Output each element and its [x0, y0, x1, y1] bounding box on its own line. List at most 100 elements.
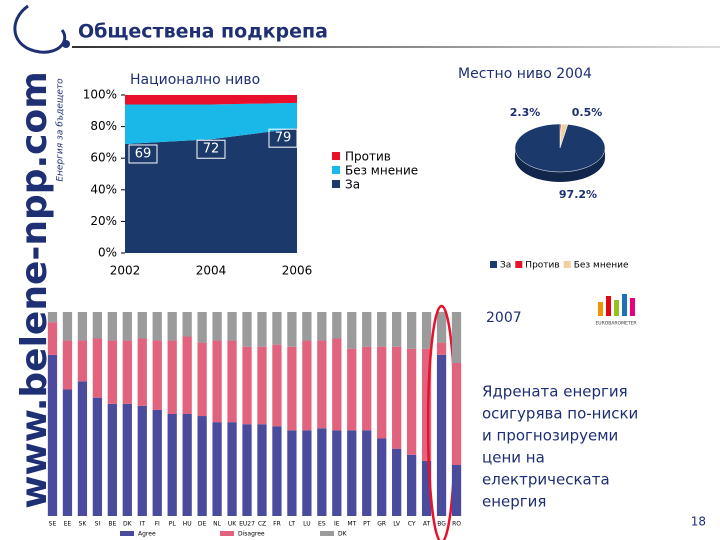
bar-segment: [332, 430, 342, 516]
bar-segment: [182, 312, 192, 337]
legend-label: За: [500, 261, 511, 271]
legend-swatch: [332, 152, 340, 160]
bar-segment: [92, 338, 103, 398]
statement-line: енергия: [482, 493, 546, 511]
legend-swatch: [332, 166, 340, 174]
x-tick-label: HU: [183, 521, 192, 528]
bar-segment: [362, 312, 372, 347]
bar-segment: [451, 465, 462, 516]
tagline: Енергия за бъдещето: [56, 78, 66, 182]
legend-label: Против: [345, 150, 391, 164]
x-tick-label: BE: [108, 521, 116, 528]
bar-segment: [152, 312, 162, 341]
bar-segment: [107, 312, 117, 341]
bar-segment: [287, 430, 297, 516]
bar-segment: [77, 381, 88, 516]
bar-segment: [406, 454, 417, 516]
legend-swatch: [563, 261, 571, 268]
bar-segment: [317, 312, 327, 341]
area-band: [125, 102, 297, 144]
bar-segment: [272, 344, 282, 427]
bar-segment: [137, 405, 147, 516]
statement-line: осигурява по-ниски: [482, 405, 638, 423]
chart-title: Национално ниво: [130, 72, 260, 88]
x-tick-label: GR: [377, 521, 386, 528]
bar-segment: [257, 424, 267, 516]
statement-line: и прогнозируеми: [482, 427, 618, 445]
x-tick-label: LV: [393, 521, 401, 528]
eurobarometer-logo: EUROBAROMETER: [595, 294, 637, 327]
x-tick-label: IE: [334, 521, 340, 528]
x-tick-label: SI: [95, 521, 101, 528]
statement-line: цени на: [482, 449, 545, 467]
legend-swatch: [515, 261, 523, 268]
y-tick-label: 20%: [90, 214, 117, 228]
x-tick-label: DK: [123, 521, 133, 528]
chart-title: Местно ниво 2004: [458, 66, 592, 82]
legend-swatch: [332, 180, 340, 188]
slide-title: Обществена подкрепа: [78, 21, 328, 43]
x-tick-label: EU27: [239, 521, 255, 528]
bar-segment: [406, 348, 417, 455]
bar-segment: [197, 342, 207, 417]
x-tick-label: SE: [49, 521, 57, 528]
x-tick-label: PL: [169, 521, 177, 528]
bar-segment: [227, 312, 237, 341]
logo-dot: [62, 40, 70, 48]
bar-segment: [137, 312, 147, 339]
bar-segment: [421, 312, 432, 349]
legend-label: Против: [525, 261, 559, 271]
bar-segment: [92, 397, 103, 516]
x-tick-label: RO: [452, 521, 461, 528]
bar-segment: [451, 363, 462, 465]
statement-line: Ядрената енергия: [482, 383, 628, 401]
bar-segment: [272, 312, 282, 345]
x-tick-label: BG: [437, 521, 446, 528]
y-tick-label: 60%: [90, 151, 117, 165]
slice-label: 2.3%: [510, 106, 541, 119]
bar-segment: [436, 342, 447, 355]
data-label: 69: [135, 146, 152, 161]
x-tick-label: IT: [140, 521, 146, 528]
x-tick-label: DE: [198, 521, 207, 528]
x-tick-label: CZ: [258, 521, 266, 528]
bar-segment: [47, 322, 58, 355]
bar-segment: [62, 389, 73, 516]
x-tick-label: ES: [318, 521, 326, 528]
bar-segment: [392, 312, 402, 347]
bar-segment: [347, 348, 357, 431]
bar-segment: [242, 424, 252, 516]
pie-slice: [514, 123, 606, 173]
bar-segment: [392, 448, 402, 516]
legend-label: За: [345, 178, 360, 192]
bar-segment: [122, 312, 132, 341]
bar-segment: [107, 403, 117, 516]
bar-segment: [421, 460, 432, 516]
legend-swatch: [120, 531, 134, 536]
bar-segment: [167, 312, 177, 341]
x-tick-label: UK: [228, 521, 237, 528]
bar-segment: [62, 340, 73, 390]
bar-segment: [212, 340, 222, 423]
bar-segment: [77, 312, 88, 341]
legend-label: Без мнение: [574, 261, 629, 271]
bar-segment: [302, 340, 312, 431]
bar-segment: [197, 312, 207, 343]
bar-segment: [347, 430, 357, 516]
legend-label: Disagree: [238, 531, 265, 538]
bar-segment: [167, 414, 177, 516]
legend-label: Agree: [138, 531, 156, 538]
bar-segment: [167, 340, 177, 414]
area-band: [125, 128, 297, 253]
bar-segment: [212, 312, 222, 341]
page-number: 18: [691, 515, 706, 529]
bar-segment: [362, 346, 372, 431]
bar-segment: [317, 428, 327, 516]
bar-segment: [107, 340, 117, 404]
bar-segment: [242, 312, 252, 347]
bar-segment: [287, 312, 297, 347]
y-tick-label: 0%: [98, 246, 117, 260]
y-tick-label: 80%: [90, 119, 117, 133]
x-tick-label: 2002: [110, 264, 141, 278]
x-tick-label: LU: [303, 521, 310, 528]
